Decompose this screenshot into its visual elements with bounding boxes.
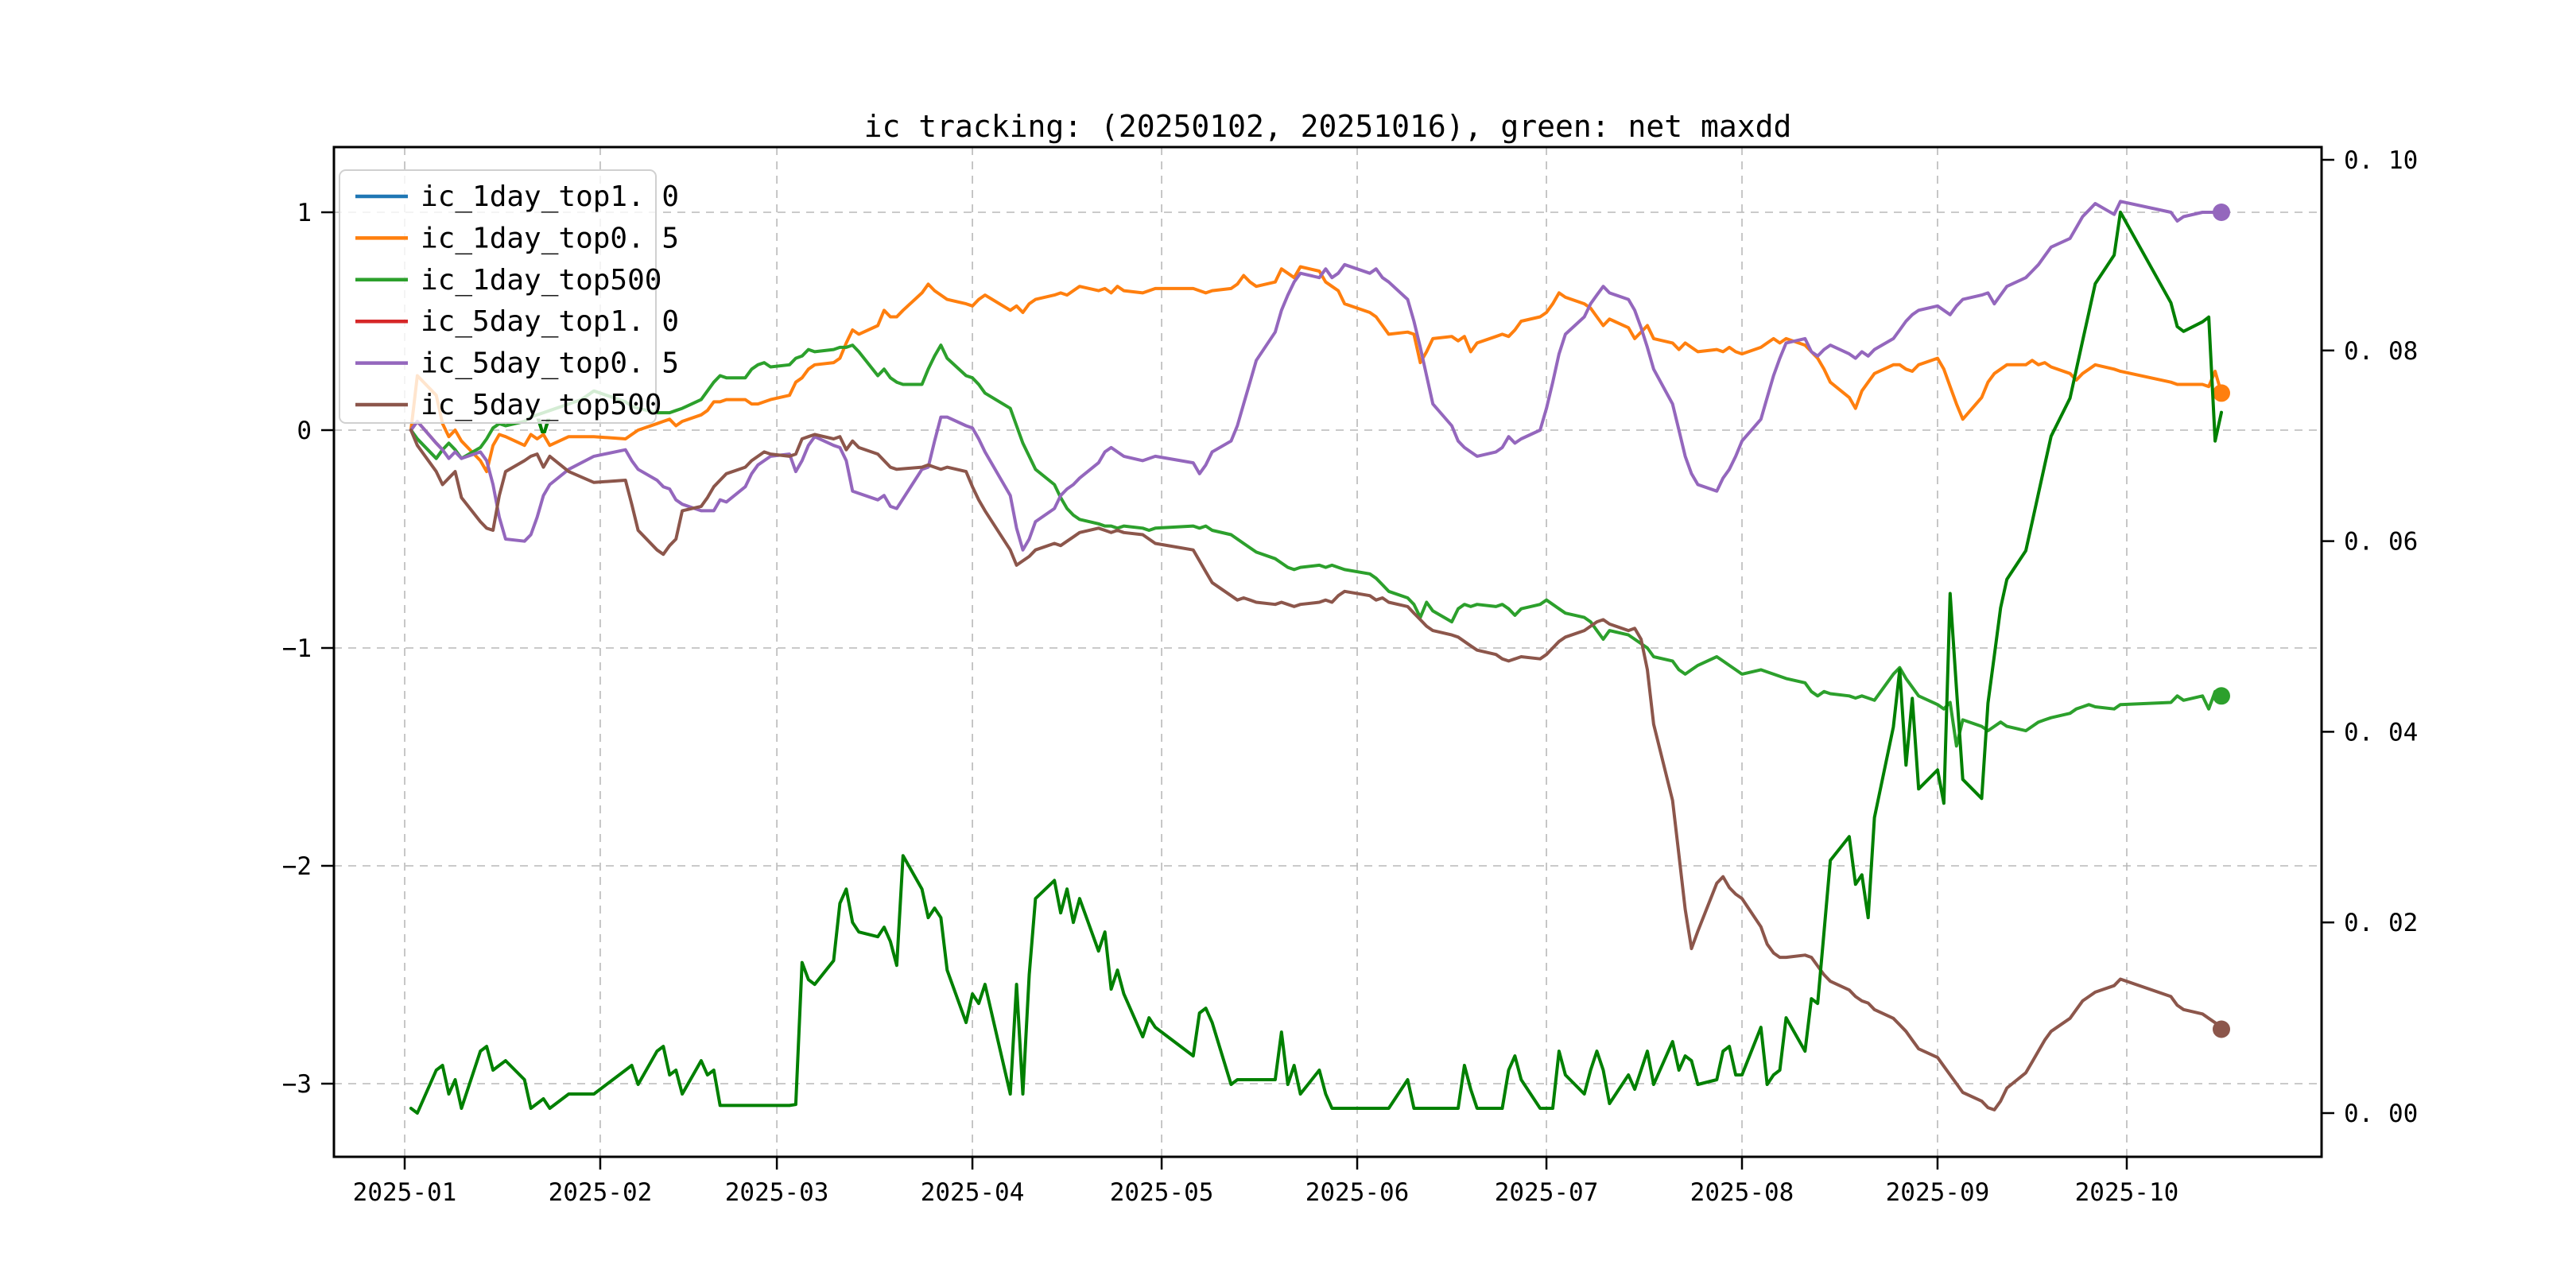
legend-label: ic_5day_top500 [421,389,661,421]
x-tick-label: 2025-06 [1305,1178,1410,1207]
series-line-ic_5day_top500 [409,429,2223,1111]
end-dot-ic_1day_top500 [2213,687,2230,705]
legend: ic_1day_top1. 0 ic_1day_top0. 5 ic_1day_to… [339,169,679,424]
x-tick-label: 2025-02 [549,1178,653,1207]
end-dot-ic_1day_top0.5 [2213,384,2230,402]
y-left-tick-label: 0 [297,417,312,445]
x-tick-label: 2025-09 [1886,1178,1990,1207]
legend-label: ic_1day_top1. 0 [421,180,679,213]
axis-tick-labels: 2025-01 2025-02 2025-03 2025-04 2025-05 2025-… [282,146,2419,1207]
y-left-tick-label: 1 [297,199,312,227]
legend-label: ic_5day_top1. 0 [421,305,679,338]
y-right-tick-label: 0. 06 [2344,528,2418,557]
legend-label: ic_1day_top0. 5 [421,222,679,254]
x-tick-label: 2025-03 [725,1178,829,1207]
end-dot-ic_5day_top500 [2213,1020,2230,1038]
axis-ticks [321,158,2334,1170]
plot-border [332,145,2323,1158]
series-line-ic_1day_top500 [409,343,2223,748]
series-lines [409,200,2230,1115]
y-right-tick-label: 0. 00 [2344,1100,2418,1128]
x-tick-label: 2025-07 [1495,1178,1599,1207]
x-tick-label: 2025-01 [353,1178,457,1207]
series-line-ic_5day_top0.5 [409,200,2223,552]
series-line-ic_1day_top0.5 [409,265,2223,474]
end-dot-ic_5day_top0.5 [2213,204,2230,221]
x-tick-label: 2025-04 [921,1178,1025,1207]
y-right-tick-label: 0. 08 [2344,337,2418,366]
legend-label: ic_1day_top500 [421,264,661,297]
x-tick-label: 2025-05 [1110,1178,1214,1207]
x-tick-label: 2025-10 [2075,1178,2179,1207]
y-right-tick-label: 0. 04 [2344,718,2418,747]
y-left-tick-label: −2 [282,852,312,881]
y-right-tick-label: 0. 10 [2344,146,2418,175]
legend-box [339,169,657,424]
y-right-tick-label: 0. 02 [2344,909,2418,937]
grid-lines [334,147,2322,1157]
series-line-net-maxdd [409,210,2223,1115]
x-tick-label: 2025-08 [1690,1178,1794,1207]
y-left-tick-label: −1 [282,634,312,663]
chart-title: ic tracking: (20250102, 20251016), green… [864,109,1792,144]
legend-label: ic_5day_top0. 5 [421,347,679,380]
y-left-tick-label: −3 [282,1070,312,1099]
